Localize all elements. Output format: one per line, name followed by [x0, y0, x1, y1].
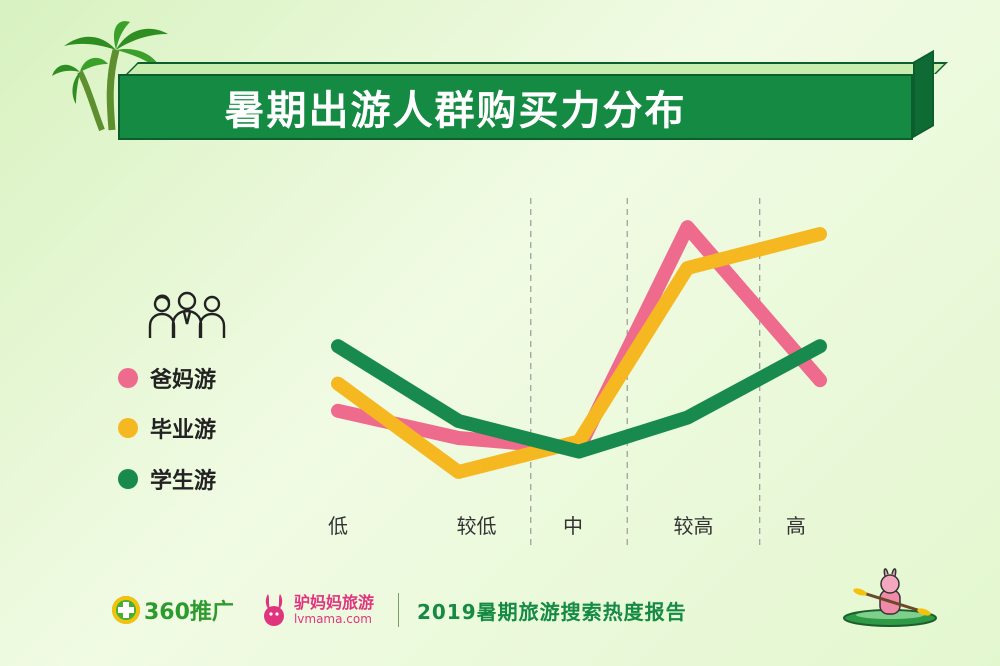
logo-lvmama: 驴妈妈旅游 lvmama.com	[260, 592, 374, 628]
palm-tree-icon	[52, 21, 168, 132]
legend-label: 爸妈游	[150, 368, 217, 393]
kayak-rabbit-icon	[843, 568, 937, 627]
chart-grid	[530, 198, 761, 545]
legend-item: 毕业游	[118, 412, 216, 444]
title-banner-front: 暑期出游人群购买力分布	[118, 74, 913, 140]
plus-logo-icon	[112, 596, 140, 624]
legend-label: 毕业游	[150, 418, 217, 443]
footer: 360推广 驴妈妈旅游 lvmama.com 2019暑期旅游搜索热度报告	[112, 592, 687, 628]
series-line-1	[331, 220, 827, 456]
series-line-3	[331, 339, 827, 459]
logo-360-text: 360推广	[144, 600, 234, 625]
rabbit-logo-icon	[263, 594, 284, 626]
x-tick-label: 低	[328, 514, 348, 538]
x-tick-label: 较高	[673, 514, 713, 538]
legend-item: 学生游	[118, 463, 216, 495]
report-title: 2019暑期旅游搜索热度报告	[416, 599, 687, 624]
legend-label: 学生游	[150, 469, 217, 494]
legend-swatch	[118, 368, 138, 388]
page-title: 暑期出游人群购买力分布	[224, 88, 687, 134]
x-tick-label: 较低	[457, 514, 497, 538]
people-group-icon	[148, 291, 226, 338]
logo-360: 360推广	[112, 594, 234, 626]
legend-swatch	[118, 418, 138, 438]
legend-swatch	[118, 469, 138, 489]
chart-x-axis-labels: 低 较低 中 较高 高	[328, 514, 806, 538]
series-line-2	[331, 227, 827, 479]
x-tick-label: 中	[563, 514, 583, 538]
legend-item: 爸妈游	[118, 362, 216, 394]
logo-lvmama-en: lvmama.com	[293, 612, 372, 626]
title-banner: 暑期出游人群购买力分布	[118, 49, 948, 140]
x-tick-label: 高	[786, 514, 806, 538]
footer-divider	[397, 593, 399, 627]
logo-lvmama-cn: 驴妈妈旅游	[293, 593, 374, 612]
chart-series	[331, 220, 827, 479]
